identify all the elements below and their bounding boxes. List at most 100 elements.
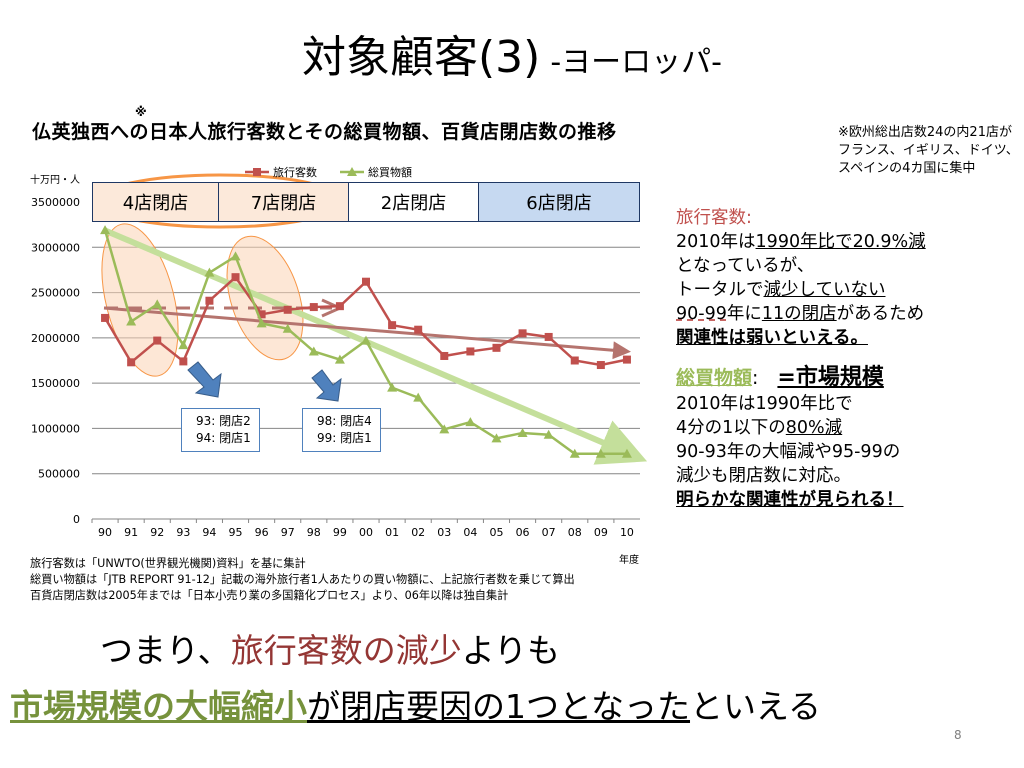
- slide-title-main: 対象顧客(3): [302, 32, 541, 83]
- sales-line: 4分の1以下の80%減: [676, 416, 1021, 440]
- x-tick-label: 99: [333, 526, 347, 539]
- y-axis-unit: 十万円・人: [30, 175, 80, 186]
- footnote: 総買い物額は「JTB REPORT 91-12」記載の海外旅行者1人あたりの買い…: [30, 573, 575, 586]
- data-point: [622, 355, 631, 364]
- data-point: [596, 361, 605, 370]
- data-point: [621, 448, 632, 458]
- y-tick-label: 1500000: [31, 377, 80, 390]
- text: が閉店要因の1つとなった: [307, 687, 691, 726]
- x-tick-label: 02: [411, 526, 425, 539]
- text: つまり、: [100, 631, 231, 670]
- text: :: [752, 367, 778, 389]
- legend-label: 旅行客数: [273, 165, 317, 179]
- data-point: [178, 340, 189, 350]
- x-tick-label: 08: [568, 526, 582, 539]
- legend-marker: [253, 168, 261, 176]
- y-tick-label: 500000: [38, 468, 80, 481]
- text: =市場規模: [777, 365, 884, 390]
- data-point: [413, 392, 424, 402]
- y-tick-label: 0: [73, 513, 80, 526]
- store-closure-cell: 7店閉店: [219, 183, 349, 221]
- chart-title-note-mark: ※: [135, 105, 148, 119]
- data-point: [230, 251, 241, 261]
- data-point: [231, 273, 240, 282]
- data-point: [127, 358, 136, 367]
- data-point: [362, 277, 370, 286]
- text: 4分の1以下の: [676, 418, 786, 438]
- text: 2010年は: [676, 232, 756, 252]
- x-tick-label: 09: [594, 526, 608, 539]
- data-point: [308, 346, 319, 356]
- analysis-panel: 旅行客数: 2010年は1990年比で20.9%減 となっているが、 トータルで…: [676, 206, 1021, 512]
- x-axis-unit: 年度: [619, 555, 639, 566]
- y-tick-label: 3000000: [31, 241, 80, 254]
- text: 年に: [726, 304, 762, 324]
- callout-line: 98: 閉店4: [317, 414, 372, 428]
- x-tick-label: 07: [542, 526, 556, 539]
- x-tick-label: 94: [202, 526, 216, 539]
- footnote: 旅行客数は「UNWTO(世界観光機関)資料」を基に集計: [30, 557, 306, 570]
- chart-title-rest: への日本人旅行客数とその総買物額、百貨店閉店数の推移: [110, 121, 617, 143]
- store-closure-cell: 6店閉店: [479, 183, 639, 221]
- travel-trend-arrow: [103, 306, 631, 360]
- data-point: [387, 382, 398, 392]
- data-point: [414, 325, 423, 334]
- data-point: [388, 321, 397, 330]
- x-tick-label: 05: [489, 526, 503, 539]
- text: といえる: [690, 687, 822, 726]
- x-axis-ticks: 90 91 92 93 94 95 96 97 98 99 00 01 02 03 04 05 06 07 08 09…: [91, 519, 634, 539]
- travel-line: 2010年は1990年比で20.9%減: [676, 230, 1021, 254]
- data-point: [100, 225, 111, 235]
- data-point: [283, 305, 292, 314]
- data-point: [570, 356, 579, 365]
- data-point: [334, 354, 345, 364]
- chart-title: 仏英独西 ※ への日本人旅行客数とその総買物額、百貨店閉店数の推移: [32, 105, 617, 144]
- x-tick-label: 06: [516, 526, 530, 539]
- x-tick-label: 04: [463, 526, 477, 539]
- x-tick-label: 90: [98, 526, 112, 539]
- closure-callout-98-99: 98: 閉店4 99: 閉店1: [302, 408, 381, 452]
- data-point: [544, 332, 553, 341]
- chart-gridlines: [92, 201, 640, 520]
- y-tick-label: 2500000: [31, 287, 80, 300]
- y-tick-label: 3500000: [31, 196, 80, 209]
- travel-line: 90-99年に11の閉店があるため: [676, 302, 1021, 326]
- data-point: [126, 316, 137, 326]
- chart-legend: 旅行客数 総買物額: [245, 165, 412, 179]
- store-closure-bar: 4店閉店 7店閉店 2店閉店 6店閉店: [92, 182, 640, 222]
- chart-series: [100, 225, 632, 458]
- data-point: [101, 313, 110, 322]
- data-point: [335, 302, 344, 311]
- slide-title: 対象顧客(3) -ヨーロッパ-: [0, 30, 1024, 91]
- data-point: [466, 347, 475, 356]
- data-point: [152, 299, 163, 309]
- data-point: [543, 429, 554, 439]
- data-point: [179, 357, 188, 366]
- travel-line: トータルで減少していない: [676, 278, 1021, 302]
- y-tick-label: 2000000: [31, 332, 80, 345]
- footnote: 百貨店閉店数は2005年までは「日本小売り業の多国籍化プロセス」より、06年以降…: [30, 589, 509, 602]
- data-point: [518, 329, 527, 338]
- sales-heading-line: 総買物額: =市場規模: [676, 364, 1021, 392]
- callout-line: 93: 閉店2: [196, 414, 251, 428]
- pointer-arrow-icon: [187, 361, 222, 398]
- x-tick-label: 96: [255, 526, 269, 539]
- chart-footnotes: 旅行客数は「UNWTO(世界観光機関)資料」を基に集計 総買い物額は「JTB R…: [30, 556, 575, 604]
- data-point: [153, 336, 162, 345]
- pointer-arrow-icon: [311, 369, 342, 402]
- legend-marker: [347, 167, 357, 176]
- data-point: [465, 417, 476, 427]
- text: 市場規模の大幅縮小: [10, 687, 307, 726]
- text: 11: [761, 304, 785, 324]
- data-point: [257, 310, 266, 319]
- conclusion-line-2: 市場規模の大幅縮小が閉店要因の1つとなったといえる: [10, 680, 821, 728]
- text: 80%減: [785, 418, 843, 438]
- x-tick-label: 91: [124, 526, 138, 539]
- text: トータルで: [676, 280, 764, 300]
- text: 旅行客数の減少: [230, 631, 462, 670]
- sales-line: 減少も閉店数に対応。: [676, 466, 851, 486]
- text: 1990年比で20.9%減: [755, 232, 926, 252]
- store-closure-cell: 4店閉店: [93, 183, 219, 221]
- highlight-ellipse: [101, 223, 179, 377]
